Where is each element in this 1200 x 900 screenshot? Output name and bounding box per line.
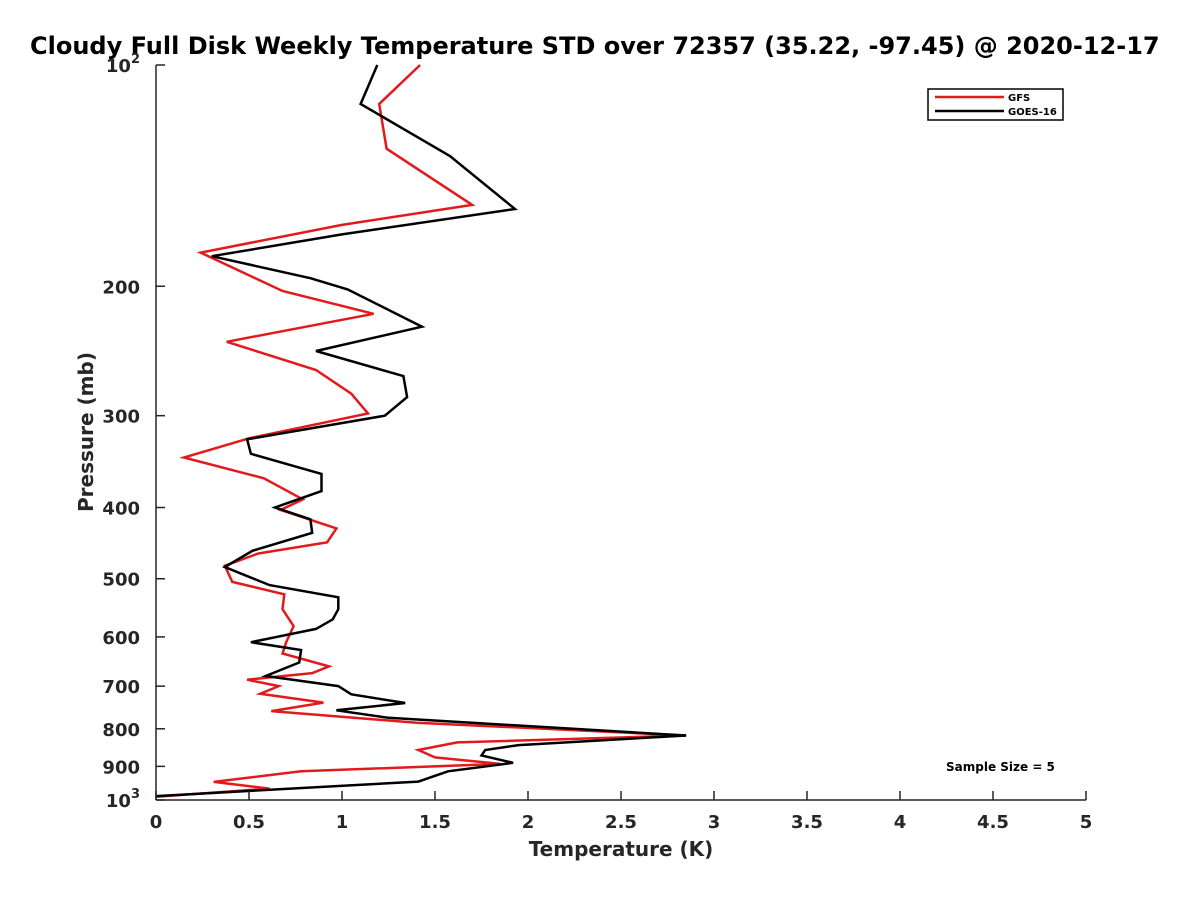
chart-title: Cloudy Full Disk Weekly Temperature STD …: [30, 32, 1160, 60]
y-tick-label: 400: [102, 499, 140, 520]
x-tick-label: 2.5: [605, 812, 637, 833]
y-tick-label: 800: [102, 720, 140, 741]
x-tick-label: 4: [894, 812, 907, 833]
legend: GFS GOES-16: [927, 88, 1064, 121]
x-tick-label: 2: [522, 812, 535, 833]
x-tick-label: 4.5: [977, 812, 1009, 833]
y-axis-label: Pressure (mb): [74, 352, 98, 512]
x-axis-ticks: 0 0.5 1 1.5 2 2.5 3 3.5 4 4.5 5: [150, 791, 1093, 833]
legend-label-gfs: GFS: [1008, 93, 1030, 104]
y-tick-label: 700: [102, 677, 140, 698]
legend-box: [927, 88, 1064, 121]
plot-area: [155, 64, 1086, 801]
series-line-gfs: [155, 64, 687, 799]
y-tick-label: 103: [106, 787, 140, 812]
x-axis-label: Temperature (K): [529, 837, 714, 861]
x-tick-label: 0.5: [233, 812, 265, 833]
y-tick-label: 200: [102, 277, 140, 298]
x-tick-label: 5: [1080, 812, 1093, 833]
legend-label-goes16: GOES-16: [1008, 107, 1057, 118]
sample-size-annotation: Sample Size = 5: [946, 760, 1055, 774]
y-tick-label: 102: [106, 52, 140, 77]
x-tick-label: 1: [336, 812, 349, 833]
y-tick-label: 600: [102, 628, 140, 649]
y-axis-ticks: 102 200 300 400 500 600 700 800 900 103: [102, 52, 165, 812]
x-tick-label: 0: [150, 812, 163, 833]
x-tick-label: 3: [708, 812, 721, 833]
y-tick-label: 500: [102, 570, 140, 591]
x-tick-label: 3.5: [791, 812, 823, 833]
series-line-goes16: [155, 64, 687, 798]
y-tick-label: 900: [102, 757, 140, 778]
series-layer: [155, 64, 687, 799]
plot-area-background: [156, 65, 1086, 800]
x-tick-label: 1.5: [419, 812, 451, 833]
y-tick-label: 300: [102, 407, 140, 428]
